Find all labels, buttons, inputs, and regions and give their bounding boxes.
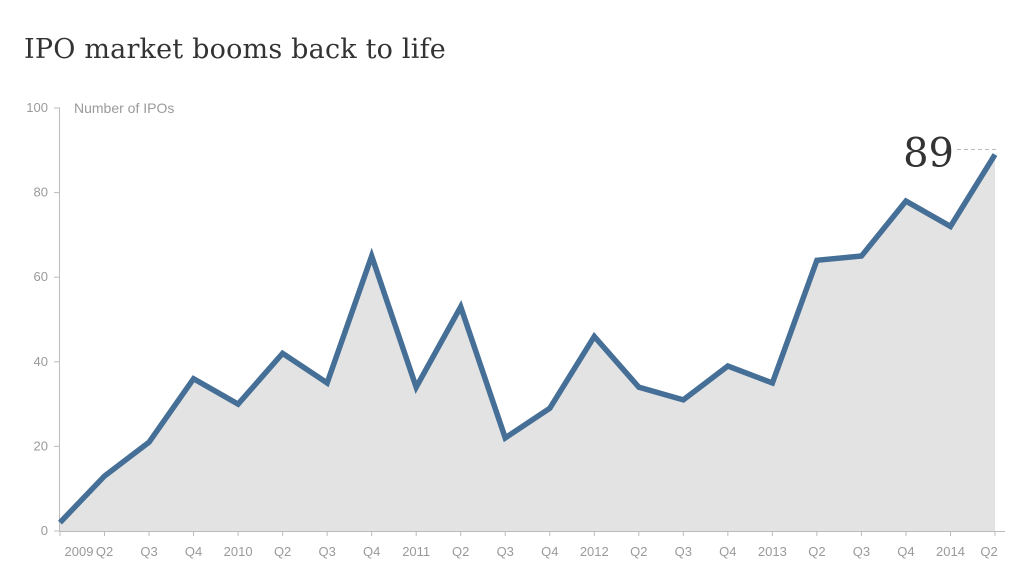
x-tick-label: Q3	[140, 544, 157, 559]
y-tick-label: 40	[34, 354, 48, 369]
y-tick-label: 100	[26, 100, 48, 115]
x-tick-label: Q4	[719, 544, 736, 559]
line-layer	[58, 153, 998, 525]
x-tick-label: Q2	[274, 544, 291, 559]
series-line	[58, 153, 998, 525]
x-tick-label: Q2	[808, 544, 825, 559]
x-tick-label: Q4	[541, 544, 558, 559]
y-tick-label: 60	[34, 269, 48, 284]
x-tick-label: Q3	[853, 544, 870, 559]
x-tick-label: 2011	[402, 544, 430, 559]
chart-title: IPO market booms back to life	[24, 34, 446, 65]
x-tick-label: Q3	[318, 544, 335, 559]
x-tick-label: Q2	[980, 544, 997, 559]
x-tick-label: 2014	[936, 544, 965, 559]
label-layer: 89	[903, 131, 997, 177]
area-layer	[60, 154, 995, 531]
x-tick-label: Q3	[675, 544, 692, 559]
y-tick-label: 0	[41, 523, 48, 538]
x-tick-label: Q4	[185, 544, 202, 559]
x-tick-label: Q2	[452, 544, 469, 559]
y-tick-label: 80	[34, 185, 48, 200]
x-tick-label: 2009	[65, 544, 94, 559]
x-tick-label: Q4	[897, 544, 914, 559]
x-tick-label: 2013	[758, 544, 787, 559]
x-tick-label: Q2	[630, 544, 647, 559]
area-fill	[60, 154, 995, 531]
callout-value: 89	[903, 131, 954, 177]
x-tick-label: 2010	[224, 544, 253, 559]
x-tick-label: Q3	[497, 544, 514, 559]
x-tick-label: 2012	[580, 544, 609, 559]
y-axis-label: Number of IPOs	[74, 100, 174, 116]
x-tick-label: Q2	[96, 544, 113, 559]
x-tick-label: Q4	[363, 544, 380, 559]
y-tick-label: 20	[34, 438, 48, 453]
